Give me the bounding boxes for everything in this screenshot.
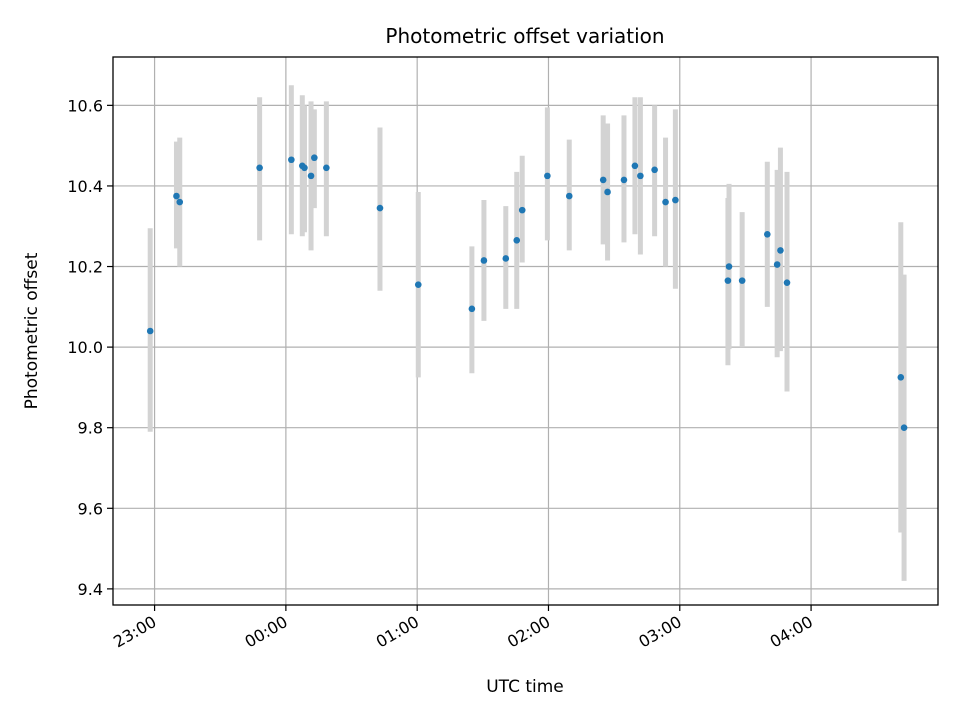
chart-title: Photometric offset variation [385, 24, 664, 48]
y-tick-label: 9.6 [78, 499, 103, 518]
error-bars [147, 85, 907, 581]
data-point [323, 164, 330, 172]
data-point [414, 281, 422, 288]
data-point [773, 261, 781, 268]
data-point [651, 166, 658, 174]
data-point [502, 255, 510, 262]
data-point [599, 176, 607, 184]
y-tick-label: 10.4 [67, 177, 103, 196]
data-point [307, 172, 315, 180]
x-tick-label: 03:00 [635, 612, 684, 652]
data-point [620, 176, 628, 184]
data-point [725, 263, 733, 270]
y-tick-label: 10.2 [67, 258, 103, 277]
data-point [637, 172, 644, 180]
x-tick-label: 01:00 [373, 612, 422, 652]
data-point [565, 192, 573, 200]
data-point [738, 277, 746, 284]
y-axis-label: Photometric offset [22, 252, 42, 409]
data-point [631, 162, 639, 170]
y-tick-label: 9.4 [78, 580, 103, 599]
x-axis: 23:00 00:00 01:00 02:00 03:00 04:00 [110, 605, 816, 652]
grid [113, 57, 938, 605]
data-point [764, 230, 771, 238]
data-point [897, 374, 905, 381]
data-point [672, 196, 679, 204]
data-point [311, 154, 318, 162]
x-tick-label: 04:00 [767, 612, 816, 652]
data-point [376, 204, 384, 212]
data-point [288, 156, 295, 164]
data-point [176, 198, 184, 206]
data-point [468, 305, 476, 313]
data-point [783, 279, 791, 286]
data-point [900, 424, 908, 432]
y-tick-label: 9.8 [78, 419, 103, 438]
data-point [256, 164, 263, 172]
data-point [513, 237, 521, 244]
data-point [662, 198, 669, 206]
data-point [173, 192, 180, 200]
data-point [544, 172, 551, 180]
x-tick-label: 23:00 [110, 612, 159, 652]
y-axis: 9.4 9.6 9.8 10.0 10.2 10.4 10.6 [67, 96, 113, 599]
plot-area-frame [112, 56, 939, 606]
x-tick-label: 00:00 [241, 612, 290, 652]
y-tick-label: 10.0 [67, 338, 103, 357]
data-point [146, 327, 154, 335]
data-point [724, 277, 732, 284]
y-tick-label: 10.6 [67, 96, 103, 115]
data-point [604, 188, 611, 196]
x-tick-label: 02:00 [504, 612, 553, 652]
data-point [301, 164, 308, 172]
data-point [777, 247, 784, 254]
data-point [518, 206, 526, 214]
data-points [146, 154, 908, 432]
x-axis-label: UTC time [486, 677, 564, 697]
data-point [480, 257, 488, 264]
